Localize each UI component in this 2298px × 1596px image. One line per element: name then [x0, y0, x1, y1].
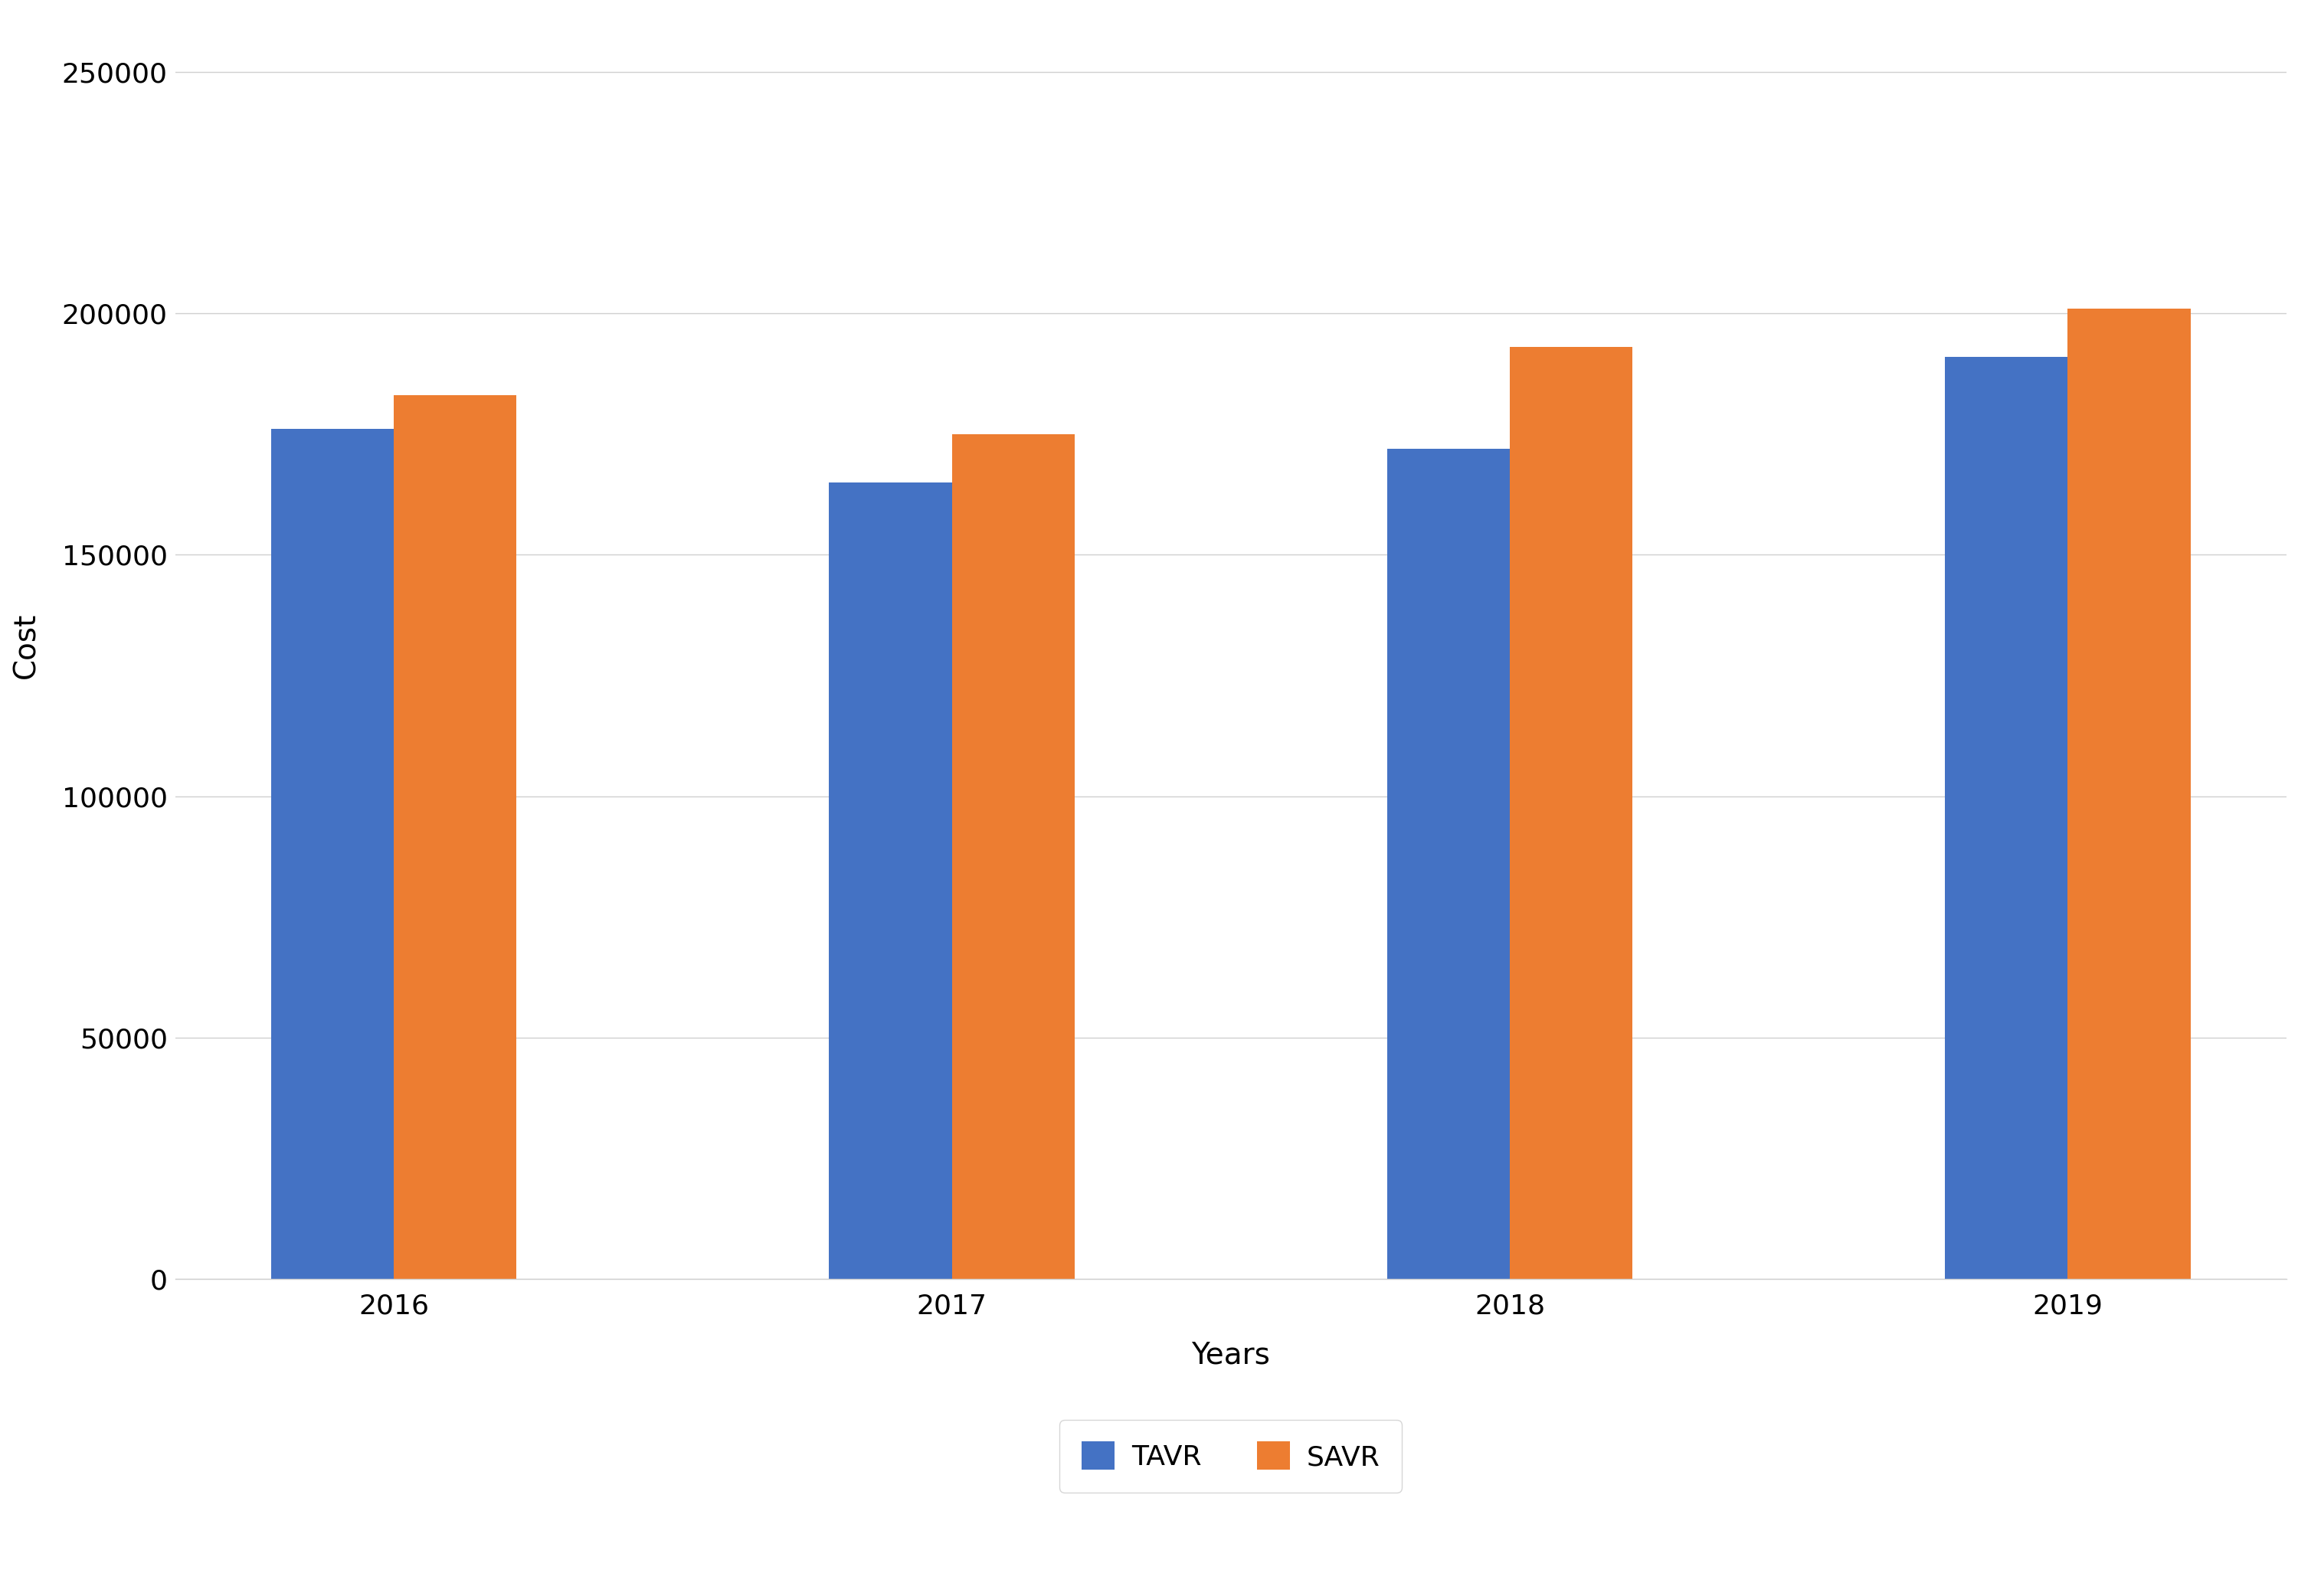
Bar [271, 429, 393, 1278]
Bar [1944, 358, 2068, 1278]
Legend: TAVR, SAVR: TAVR, SAVR [1059, 1419, 1402, 1492]
Bar [1510, 346, 1632, 1278]
Bar [2068, 308, 2190, 1278]
Bar [393, 396, 517, 1278]
X-axis label: Years: Years [1190, 1341, 1271, 1369]
Bar [951, 434, 1075, 1278]
Y-axis label: Cost: Cost [11, 613, 41, 678]
Bar [1388, 448, 1510, 1278]
Bar [830, 482, 951, 1278]
